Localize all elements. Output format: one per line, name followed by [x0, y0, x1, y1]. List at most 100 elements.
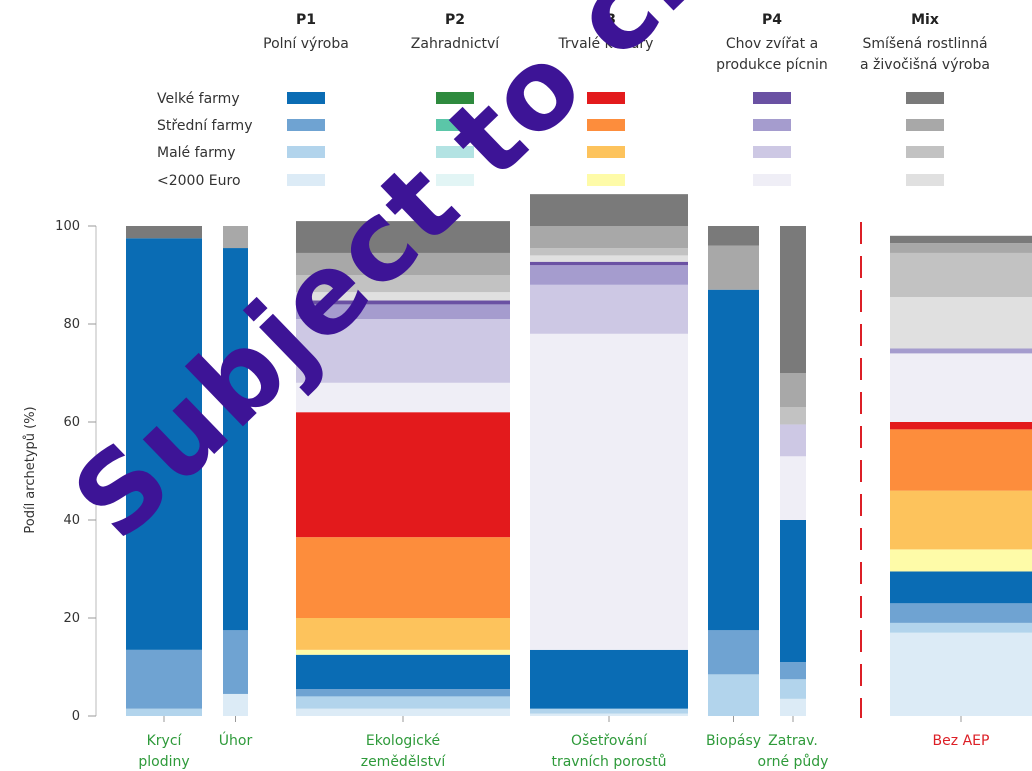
bar-segment	[890, 549, 1032, 572]
legend-swatch	[906, 174, 944, 186]
legend-swatch	[753, 174, 791, 186]
bar-stack	[780, 226, 806, 716]
legend-group-code: P2	[445, 12, 465, 28]
legend-swatch	[436, 146, 474, 158]
bar-segment	[530, 333, 688, 650]
y-tick-label: 60	[63, 415, 80, 430]
bar-segment	[708, 245, 759, 290]
bar-segment	[780, 662, 806, 680]
bar-segment	[890, 603, 1032, 623]
legend-swatch	[287, 146, 325, 158]
bar-segment	[530, 226, 688, 249]
bars	[126, 194, 1032, 716]
legend-swatch	[287, 119, 325, 131]
legend-size-label: Malé farmy	[157, 145, 236, 161]
legend-group-code: P4	[762, 12, 782, 28]
bar-segment	[890, 622, 1032, 633]
bar-segment	[223, 248, 248, 631]
bar-stack	[296, 221, 510, 716]
legend-swatch	[753, 119, 791, 131]
bar-segment	[890, 422, 1032, 430]
bar-segment	[530, 265, 688, 285]
legend-group-code: P3	[596, 12, 616, 28]
bar-segment	[780, 373, 806, 408]
bar-segment	[890, 297, 1032, 349]
legend-swatch	[436, 119, 474, 131]
legend-size-label: Velké farmy	[157, 91, 240, 107]
bar-stack	[126, 226, 202, 716]
bar-segment	[530, 284, 688, 334]
legend-rows: Velké farmy Střední farmy Malé farmy <2000 …	[157, 91, 944, 189]
bar-segment	[780, 456, 806, 520]
bar-segment	[780, 698, 806, 716]
bar-segment	[890, 235, 1032, 244]
x-category-label: orné půdy	[758, 754, 829, 770]
legend-size-label: <2000 Euro	[157, 173, 241, 189]
bar-segment	[126, 649, 202, 709]
bar-segment	[890, 490, 1032, 550]
bar-segment	[708, 674, 759, 716]
bar-segment	[296, 649, 510, 655]
bar-segment	[890, 243, 1032, 253]
bar-segment	[296, 319, 510, 383]
bar-segment	[296, 221, 510, 253]
x-category-label: Ekologické	[366, 733, 440, 749]
bar-segment	[296, 292, 510, 301]
legend-swatch	[587, 92, 625, 104]
legend-group-name: Chov zvířat a	[726, 36, 818, 52]
bar-segment	[530, 261, 688, 266]
y-tick-label: 0	[72, 709, 80, 724]
x-category-label: Biopásy	[706, 733, 761, 749]
y-tick-label: 100	[55, 219, 80, 234]
bar-segment	[530, 255, 688, 262]
legend-swatch	[587, 174, 625, 186]
bar-segment	[296, 382, 510, 413]
y-tick-label: 20	[63, 611, 80, 626]
x-category-label: Bez AEP	[933, 733, 990, 749]
legend-group-name: produkce pícnin	[716, 57, 828, 73]
legend-group-code: Mix	[911, 12, 939, 28]
legend-swatch	[753, 146, 791, 158]
bar-segment	[780, 679, 806, 699]
y-axis-label: Podíl archetypů (%)	[23, 406, 38, 533]
bar-segment	[780, 407, 806, 425]
x-category-label: Ošetřování	[571, 733, 648, 749]
legend-group-name: Zahradnictví	[411, 36, 500, 52]
legend-swatch	[753, 92, 791, 104]
bar-segment	[296, 412, 510, 538]
bar-segment	[530, 248, 688, 256]
bar-stack	[708, 226, 759, 716]
y-axis: Podíl archetypů (%) 0 20 40 60 80 100	[23, 219, 97, 724]
bar-segment	[296, 654, 510, 690]
bar-segment	[530, 649, 688, 709]
bar-segment	[890, 353, 1032, 422]
bar-stack	[530, 194, 688, 716]
legend-group-name: Polní výroba	[263, 36, 349, 52]
legend-swatch	[906, 119, 944, 131]
legend-swatch	[906, 146, 944, 158]
legend-swatch	[287, 174, 325, 186]
bar-segment	[890, 348, 1032, 354]
bar-segment	[890, 252, 1032, 298]
bar-segment	[296, 708, 510, 716]
legend-swatch	[436, 92, 474, 104]
legend-group-name: Trvalé kultury	[558, 36, 654, 52]
bar-segment	[223, 693, 248, 716]
bar-segment	[126, 708, 202, 716]
legend-group-code: P1	[296, 12, 316, 28]
bar-segment	[890, 632, 1032, 716]
x-category-label: plodiny	[138, 754, 189, 770]
bar-segment	[708, 289, 759, 631]
legend-group-name: Smíšená rostlinná	[862, 36, 987, 52]
bar-segment	[780, 226, 806, 373]
bar-segment	[530, 713, 688, 716]
legend-size-label: Střední farmy	[157, 118, 252, 134]
x-category-label: Krycí	[147, 733, 183, 749]
bar-segment	[296, 618, 510, 650]
bar-segment	[223, 630, 248, 694]
bar-segment	[780, 424, 806, 457]
bar-segment	[126, 238, 202, 650]
bar-segment	[708, 630, 759, 675]
bar-segment	[296, 275, 510, 293]
